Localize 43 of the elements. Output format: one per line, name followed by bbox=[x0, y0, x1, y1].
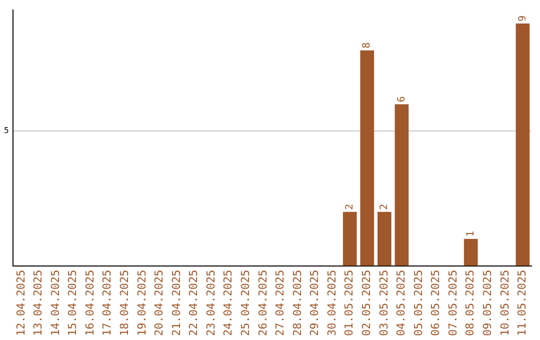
data-label: 2 bbox=[344, 204, 356, 210]
data-label: 9 bbox=[517, 15, 528, 22]
x-tick-label: 02.05.2025 bbox=[360, 270, 373, 336]
x-tick-label: 04.05.2025 bbox=[394, 270, 408, 336]
x-tick-label: 12.04.2025 bbox=[14, 270, 28, 336]
data-label: 8 bbox=[362, 42, 373, 48]
x-tick-label: 08.05.2025 bbox=[464, 270, 477, 336]
bar bbox=[378, 212, 392, 266]
x-tick-label: 24.04.2025 bbox=[222, 270, 235, 336]
x-tick-label: 21.04.2025 bbox=[170, 270, 183, 336]
x-tick-label: 15.04.2025 bbox=[66, 270, 80, 336]
x-tick-label: 01.05.2025 bbox=[342, 270, 356, 336]
x-tick-label: 07.05.2025 bbox=[446, 270, 460, 336]
bar bbox=[342, 212, 357, 266]
x-tick-label: 30.04.2025 bbox=[325, 270, 338, 336]
x-tick-label: 22.04.2025 bbox=[187, 270, 200, 336]
x-tick-label: 23.04.2025 bbox=[204, 270, 218, 336]
x-tick-label: 10.05.2025 bbox=[498, 270, 512, 336]
bar bbox=[464, 238, 478, 266]
x-tick-label: 29.04.2025 bbox=[308, 270, 322, 336]
x-tick-label: 19.04.2025 bbox=[135, 270, 148, 336]
x-tick-label: 26.04.2025 bbox=[256, 270, 270, 336]
bar bbox=[394, 104, 409, 266]
bar bbox=[360, 50, 374, 266]
x-tick-label: 27.04.2025 bbox=[274, 270, 287, 336]
x-tick-label: 14.04.2025 bbox=[48, 270, 62, 336]
x-tick-label: 28.04.2025 bbox=[290, 270, 304, 336]
x-tick-label: 20.04.2025 bbox=[152, 270, 166, 336]
y-tick-label: 5 bbox=[4, 126, 9, 136]
x-tick-label: 25.04.2025 bbox=[239, 270, 252, 336]
data-label: 1 bbox=[465, 230, 476, 237]
x-tick-label: 09.05.2025 bbox=[480, 270, 494, 336]
x-tick-label: 06.05.2025 bbox=[429, 270, 442, 336]
x-tick-label: 05.05.2025 bbox=[412, 270, 425, 336]
x-tick-label: 17.04.2025 bbox=[100, 270, 114, 336]
x-tick-label: 11.05.2025 bbox=[516, 270, 529, 336]
data-label: 6 bbox=[396, 96, 408, 102]
x-tick-label: 18.04.2025 bbox=[118, 270, 132, 336]
x-tick-label: 16.04.2025 bbox=[83, 270, 96, 336]
data-label: 2 bbox=[379, 204, 390, 210]
bar bbox=[516, 23, 530, 266]
x-tick-label: 03.05.2025 bbox=[377, 270, 390, 336]
x-tick-label: 13.04.2025 bbox=[32, 270, 45, 336]
